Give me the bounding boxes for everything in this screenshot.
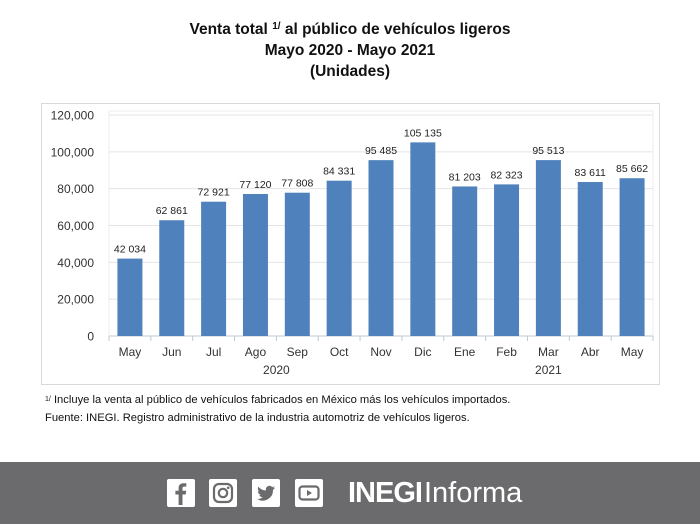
y-tick-label: 0 [87, 330, 94, 344]
bar [368, 160, 394, 336]
x-tick-label: Jun [162, 345, 181, 359]
y-tick-label: 80,000 [57, 182, 94, 196]
bar-value-label: 95 485 [365, 145, 397, 157]
bar [284, 192, 310, 336]
source-note: Fuente: INEGI. Registro administrativo d… [45, 412, 470, 424]
title-line-3: (Unidades) [309, 63, 391, 80]
bar [410, 142, 436, 336]
title-footnote-mark: 1/ [272, 21, 281, 32]
y-tick-label: 60,000 [57, 219, 94, 233]
x-tick-label: Feb [496, 345, 517, 359]
bar-value-label: 62 861 [156, 205, 188, 217]
y-tick-label: 40,000 [57, 256, 94, 270]
x-tick-label: Nov [370, 345, 391, 359]
bar-value-label: 72 921 [198, 187, 230, 199]
title-line-2: Mayo 2020 - Mayo 2021 [264, 42, 436, 59]
bar [535, 160, 561, 336]
y-tick-label: 100,000 [51, 145, 95, 159]
x-tick-label: Mar [538, 345, 559, 359]
x-tick-label: Dic [414, 345, 431, 359]
bar-value-label: 42 034 [114, 244, 146, 256]
x-tick-label: Abr [581, 345, 600, 359]
x-tick-label: Jul [206, 345, 221, 359]
y-tick-label: 20,000 [57, 293, 94, 307]
year-group-label: 2021 [535, 363, 562, 377]
footnote: 1/ Incluye la venta al público de vehícu… [45, 394, 511, 406]
instagram-icon[interactable] [209, 479, 237, 507]
bar-chart: 0 20,000 40,000 60,000 80,000 100,000 120,000 4… [51, 109, 654, 377]
x-tick-label: May [119, 345, 142, 359]
facebook-icon[interactable] [167, 479, 195, 507]
y-tick-label: 120,000 [51, 109, 95, 123]
x-tick-label: May [621, 345, 644, 359]
bar-value-label: 95 513 [532, 145, 564, 157]
bar-value-label: 77 120 [239, 179, 271, 191]
chart-panel: 0 20,000 40,000 60,000 80,000 100,000 120,000 4… [41, 103, 660, 385]
bar-value-label: 85 662 [616, 163, 648, 175]
chart-notes: 1/ Incluye la venta al público de vehícu… [45, 391, 510, 427]
bar [117, 258, 143, 336]
bar-value-label: 84 331 [323, 166, 355, 178]
title-line-1: Venta total 1/ al público de vehículos l… [189, 21, 511, 38]
youtube-icon[interactable] [295, 479, 323, 507]
inegi-informa-logo: INEGIInforma [348, 477, 523, 509]
x-tick-label: Sep [287, 345, 309, 359]
year-group-label: 2020 [263, 363, 290, 377]
footer-bar: INEGIInforma [0, 462, 700, 524]
bar [201, 201, 227, 336]
bar-value-label: 77 808 [281, 178, 313, 190]
x-tick-label: Oct [330, 345, 349, 359]
bar-value-label: 105 135 [404, 127, 442, 139]
x-tick-label: Ago [245, 345, 267, 359]
bar [619, 178, 645, 336]
bar-value-label: 83 611 [575, 167, 606, 179]
bar-value-label: 81 203 [449, 171, 481, 183]
bar [452, 186, 478, 336]
bar-value-label: 82 323 [490, 169, 522, 181]
x-tick-label: Ene [454, 345, 476, 359]
bar [326, 180, 352, 336]
bar [159, 220, 185, 336]
twitter-icon[interactable] [252, 479, 280, 507]
chart-title: Venta total 1/ al público de vehículos l… [0, 19, 700, 82]
bar [242, 193, 268, 336]
bar [494, 184, 520, 336]
bar [577, 182, 603, 336]
